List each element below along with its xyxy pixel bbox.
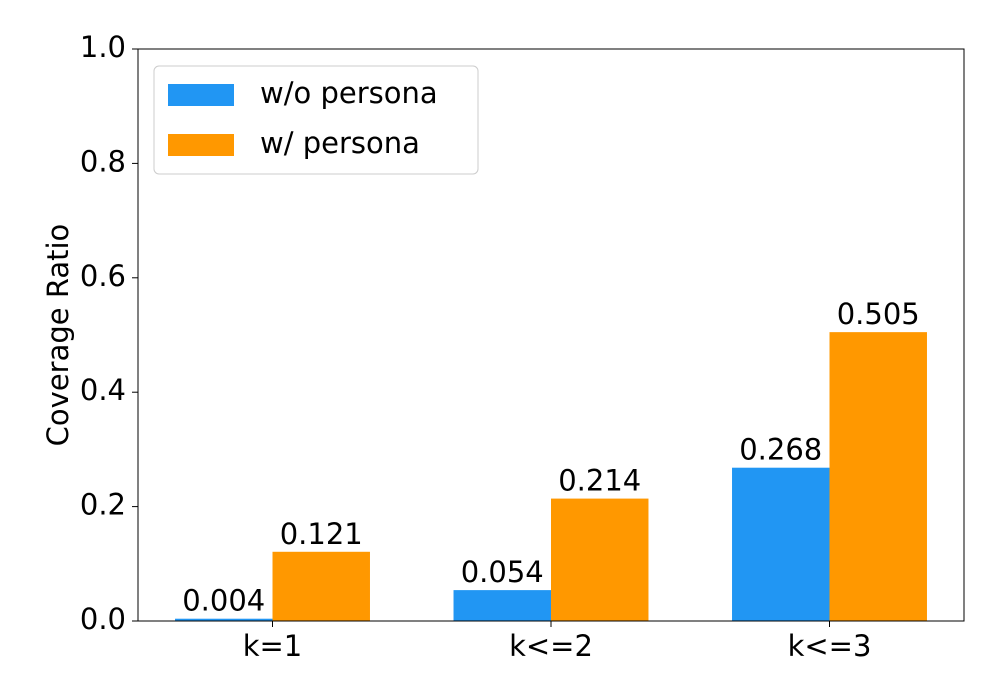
y-tick-label: 1.0 bbox=[80, 30, 126, 64]
y-tick-label: 0.8 bbox=[80, 144, 126, 178]
legend-label: w/o persona bbox=[260, 76, 438, 110]
legend: w/o persona w/ persona bbox=[153, 65, 479, 175]
value-label: 0.004 bbox=[182, 584, 265, 618]
x-tick-label: k=1 bbox=[243, 629, 303, 663]
y-tick-label: 0.0 bbox=[80, 602, 126, 636]
value-label: 0.121 bbox=[280, 517, 363, 551]
x-tick-label: k<=2 bbox=[509, 629, 593, 663]
legend-swatch bbox=[168, 84, 234, 106]
bar bbox=[829, 332, 927, 621]
bar bbox=[453, 590, 551, 621]
value-label: 0.054 bbox=[461, 555, 544, 589]
value-label: 0.268 bbox=[739, 433, 822, 467]
y-tick-label: 0.2 bbox=[80, 488, 126, 522]
y-axis-label: Coverage Ratio bbox=[41, 224, 75, 447]
y-tick-label: 0.6 bbox=[80, 259, 126, 293]
legend-swatch bbox=[168, 134, 234, 156]
y-tick-label: 0.4 bbox=[80, 373, 126, 407]
value-label: 0.505 bbox=[837, 297, 920, 331]
bar bbox=[272, 551, 370, 621]
legend-label: w/ persona bbox=[260, 126, 420, 160]
x-tick-label: k<=3 bbox=[788, 629, 872, 663]
value-label: 0.214 bbox=[558, 464, 641, 498]
bar bbox=[551, 498, 649, 621]
bar bbox=[732, 467, 830, 621]
legend-box bbox=[153, 65, 479, 175]
bar bbox=[175, 618, 273, 621]
